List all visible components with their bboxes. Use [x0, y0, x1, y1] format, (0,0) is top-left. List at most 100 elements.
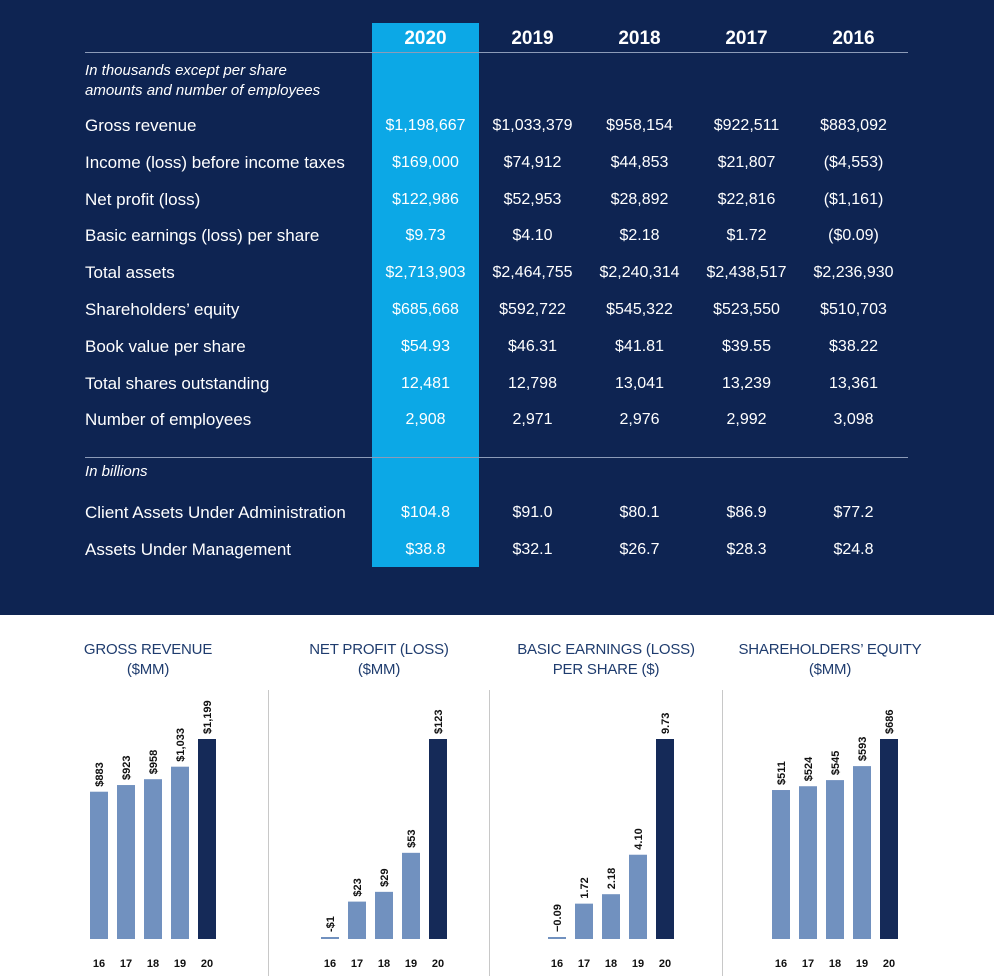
chart-bar	[375, 891, 393, 939]
table-cell: $41.81	[615, 337, 664, 355]
table-cell: 12,798	[508, 374, 557, 392]
chart-bar	[348, 901, 366, 939]
chart-plot: −0.09 16 1.72 17 2.18 18 4.10 19 9.73 20	[548, 713, 674, 970]
bar-data-label: -$1	[325, 916, 337, 932]
row-label: Assets Under Management	[85, 540, 291, 559]
units-note-line: amounts and number of employees	[85, 82, 321, 99]
chart-bar	[90, 791, 108, 939]
table-cell: $77.2	[833, 504, 874, 521]
row-label: Book value per share	[85, 336, 246, 356]
bar-data-label: $545	[830, 751, 842, 775]
chart-bar	[429, 739, 447, 939]
year-header: 2020	[404, 28, 447, 49]
table-cell: $958,154	[606, 117, 673, 134]
chart-divider	[268, 690, 269, 976]
bar-data-label: $883	[94, 762, 106, 786]
chart-bar	[171, 766, 189, 939]
row-label: Basic earnings (loss) per share	[85, 226, 320, 246]
chart-bar	[799, 786, 817, 939]
table-cell: $169,000	[392, 153, 459, 171]
table-cell: $883,092	[820, 117, 887, 134]
table-cell: $4.10	[512, 227, 553, 245]
table-cell: $2,713,903	[385, 264, 466, 282]
category-tick-label: 20	[883, 958, 895, 970]
year-header: 2017	[725, 28, 768, 49]
chart-divider	[489, 690, 490, 976]
table-cell: 13,239	[722, 374, 771, 392]
chart-bar	[853, 766, 871, 939]
table-cell: $2,464,755	[492, 264, 573, 282]
table-cell: $2.18	[619, 227, 660, 245]
bar-data-label: $511	[776, 761, 788, 785]
chart-bar	[575, 903, 593, 939]
chart-plot: $511 16 $524 17 $545 18 $593 19 $686 20	[772, 710, 898, 970]
table-cell: $21,807	[717, 153, 776, 171]
table-cell: $38.22	[829, 337, 878, 355]
chart-title: SHAREHOLDERS’ EQUITY ($MM)	[715, 640, 945, 680]
chart-bar	[826, 780, 844, 939]
table-cell: $922,511	[713, 117, 780, 134]
bar-data-label: 9.73	[660, 713, 672, 734]
chart-title-line: NET PROFIT (LOSS)	[309, 641, 449, 658]
chart-bar	[629, 854, 647, 939]
row-label: Total shares outstanding	[85, 373, 270, 393]
chart-bar	[198, 739, 216, 939]
category-tick-label: 20	[201, 958, 213, 970]
category-tick-label: 16	[93, 958, 105, 970]
category-tick-label: 18	[605, 958, 617, 970]
category-tick-label: 16	[551, 958, 563, 970]
table-cell: $545,322	[606, 301, 673, 318]
chart-plot: -$1 16 $23 17 $29 18 $53 19 $123 20	[321, 710, 447, 970]
category-tick-label: 17	[351, 958, 363, 970]
table-cell: $28.3	[726, 541, 767, 558]
table-cell: $46.31	[508, 337, 557, 355]
chart-divider	[722, 690, 723, 976]
table-cell: $1.72	[726, 227, 767, 245]
chart-title: GROSS REVENUE ($MM)	[33, 640, 263, 680]
current-year-highlight	[372, 23, 479, 567]
chart-bar	[548, 937, 566, 939]
category-tick-label: 20	[659, 958, 671, 970]
chart-bar	[880, 739, 898, 939]
bar-data-label: $123	[433, 710, 445, 734]
net-profit-chart: NET PROFIT (LOSS) ($MM) -$1 16 $23 17 $29 18 $…	[264, 640, 494, 976]
bar-data-label: −0.09	[552, 904, 564, 932]
chart-title: BASIC EARNINGS (LOSS) PER SHARE ($)	[491, 640, 721, 680]
category-tick-label: 19	[405, 958, 417, 970]
category-tick-label: 17	[120, 958, 132, 970]
table-cell: $122,986	[392, 190, 459, 208]
chart-bar	[772, 790, 790, 939]
category-tick-label: 16	[324, 958, 336, 970]
bar-data-label: $1,033	[175, 728, 187, 762]
category-tick-label: 18	[378, 958, 390, 970]
table-cell: 13,361	[829, 374, 878, 392]
bar-data-label: 2.18	[606, 868, 618, 889]
table-cell: $28,892	[610, 190, 669, 208]
table-cell: ($0.09)	[828, 227, 879, 245]
row-label: Total assets	[85, 263, 175, 283]
chart-bar	[144, 779, 162, 939]
gross-revenue-chart: GROSS REVENUE ($MM) $883 16 $923 17 $958 18 $1…	[33, 640, 263, 976]
row-label: Income (loss) before income taxes	[85, 152, 345, 172]
category-tick-label: 18	[147, 958, 159, 970]
table-cell: $523,550	[713, 301, 780, 318]
bar-data-label: $593	[857, 737, 869, 761]
category-tick-label: 17	[578, 958, 590, 970]
table-cell: $44,853	[610, 153, 669, 171]
table-cell: 12,481	[401, 374, 450, 392]
table-cell: $22,816	[717, 190, 776, 208]
table-cell: $38.8	[405, 541, 446, 558]
table-cell: 2,908	[405, 411, 446, 429]
financial-summary-panel	[0, 0, 994, 615]
table-cell: $9.73	[405, 227, 446, 245]
table-cell: 2,992	[726, 411, 767, 429]
bar-data-label: $923	[121, 756, 133, 780]
table-cell: $2,240,314	[599, 264, 680, 282]
year-header: 2019	[511, 28, 554, 49]
table-cell: ($1,161)	[823, 190, 884, 208]
bar-data-label: $524	[803, 756, 815, 781]
shareholders-equity-chart: SHAREHOLDERS’ EQUITY ($MM) $511 16 $524 17 $…	[715, 640, 945, 976]
row-label: Shareholders’ equity	[85, 300, 240, 319]
chart-title-line: GROSS REVENUE	[83, 641, 213, 658]
section-divider	[85, 457, 908, 458]
